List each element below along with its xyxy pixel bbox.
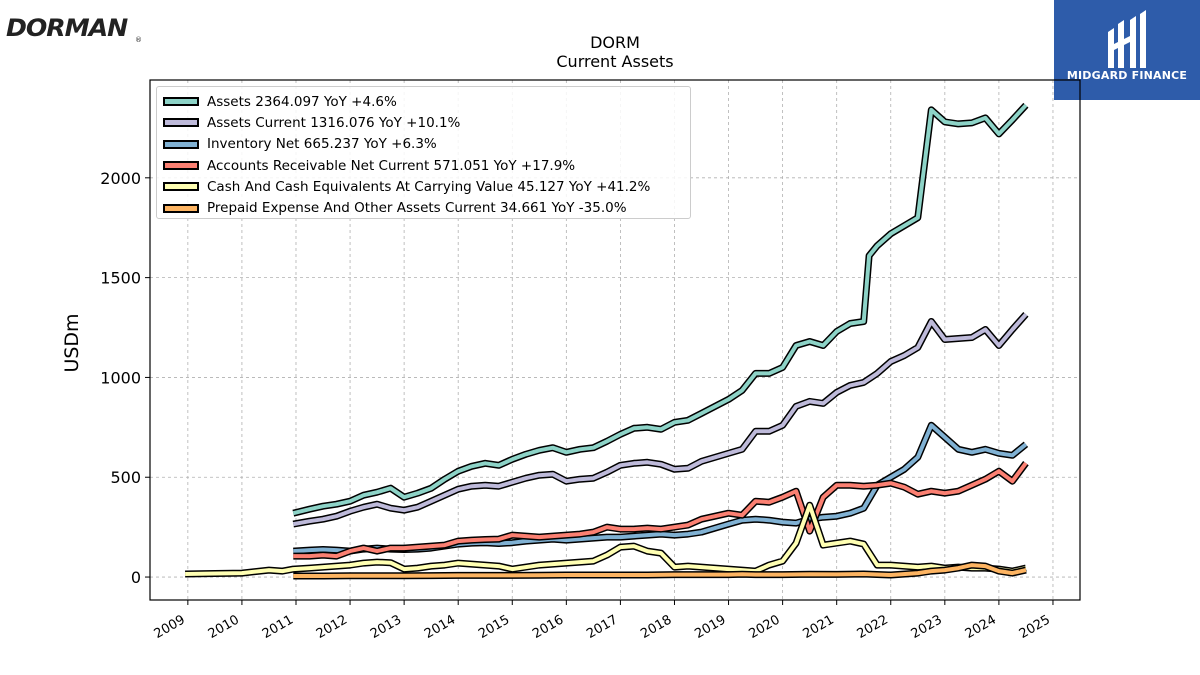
- legend-item-assets-current: Assets Current 1316.076 YoY +10.1%: [163, 112, 684, 133]
- x-tick-label: 2013: [368, 612, 404, 642]
- legend-label: Assets 2364.097 YoY +4.6%: [207, 93, 397, 110]
- legend-swatch: [163, 118, 199, 128]
- series-line-5: [293, 563, 1027, 578]
- legend-item-prepaid-expense: Prepaid Expense And Other Assets Current…: [163, 197, 684, 218]
- dorman-logo: DORMAN ®: [6, 14, 142, 44]
- x-tick-label: 2015: [476, 612, 512, 642]
- axes: [149, 79, 1081, 601]
- x-tick-label: 2018: [638, 612, 674, 642]
- y-tick-label: 0: [131, 568, 141, 587]
- midgard-finance-logo: MIDGARD FINANCE: [1054, 0, 1200, 100]
- legend-item-assets: Assets 2364.097 YoY +4.6%: [163, 91, 684, 112]
- chart-ticker: DORM: [590, 33, 640, 52]
- registered-mark: ®: [135, 36, 142, 44]
- midgard-mark-icon: [1108, 10, 1146, 68]
- y-tick-label: 500: [110, 468, 141, 487]
- legend-label: Accounts Receivable Net Current 571.051 …: [207, 157, 576, 174]
- x-tick-label: 2014: [422, 612, 458, 642]
- x-tick-label: 2024: [963, 612, 999, 642]
- legend-label: Assets Current 1316.076 YoY +10.1%: [207, 114, 461, 131]
- legend-item-accounts-receivable: Accounts Receivable Net Current 571.051 …: [163, 155, 684, 176]
- legend-label: Prepaid Expense And Other Assets Current…: [207, 200, 627, 217]
- series-line-3: [293, 461, 1028, 559]
- legend-item-inventory-net: Inventory Net 665.237 YoY +6.3%: [163, 134, 684, 155]
- y-tick-label: 2000: [100, 169, 141, 188]
- series-line-1: [292, 312, 1028, 527]
- series-line-0: [292, 103, 1028, 516]
- x-tick-label: 2023: [909, 612, 945, 642]
- dorman-logo-text: DORMAN: [6, 14, 128, 42]
- series-lines: [185, 102, 1029, 580]
- y-tick-label: 1000: [100, 368, 141, 387]
- midgard-finance-name: MIDGARD FINANCE: [1066, 69, 1188, 82]
- legend-label: Cash And Cash Equivalents At Carrying Va…: [207, 178, 651, 195]
- x-tick-label: 2011: [260, 612, 296, 642]
- x-tick-label: 2020: [746, 612, 782, 642]
- y-axis-ticks: 0 500 1000 1500 2000: [100, 169, 150, 587]
- legend-swatch: [163, 161, 199, 171]
- series-line-4: [185, 503, 1027, 576]
- chart-title: DORM Current Assets: [415, 33, 815, 71]
- x-axis-ticks: 2009 2010 2011 2012 2013 2014 2015 2016 2017 2018…: [152, 600, 1054, 642]
- legend-item-cash: Cash And Cash Equivalents At Carrying Va…: [163, 176, 684, 197]
- legend-swatch: [163, 182, 199, 192]
- legend-label: Inventory Net 665.237 YoY +6.3%: [207, 136, 437, 153]
- legend-swatch: [163, 97, 199, 107]
- legend-swatch: [163, 203, 199, 213]
- x-tick-label: 2021: [801, 612, 837, 642]
- x-tick-label: 2017: [584, 612, 620, 642]
- chart-legend: Assets 2364.097 YoY +4.6% Assets Current…: [156, 86, 691, 219]
- x-tick-label: 2025: [1017, 612, 1053, 642]
- x-tick-label: 2009: [152, 612, 188, 642]
- x-tick-label: 2019: [692, 612, 728, 642]
- x-tick-label: 2010: [206, 612, 242, 642]
- x-tick-label: 2012: [314, 612, 350, 642]
- x-tick-label: 2022: [855, 612, 891, 642]
- y-axis-label: USDm: [61, 313, 83, 373]
- y-tick-label: 1500: [100, 269, 141, 288]
- legend-swatch: [163, 139, 199, 149]
- chart-subtitle: Current Assets: [556, 52, 674, 71]
- x-tick-label: 2016: [530, 612, 566, 642]
- plot-frame: [149, 79, 1081, 601]
